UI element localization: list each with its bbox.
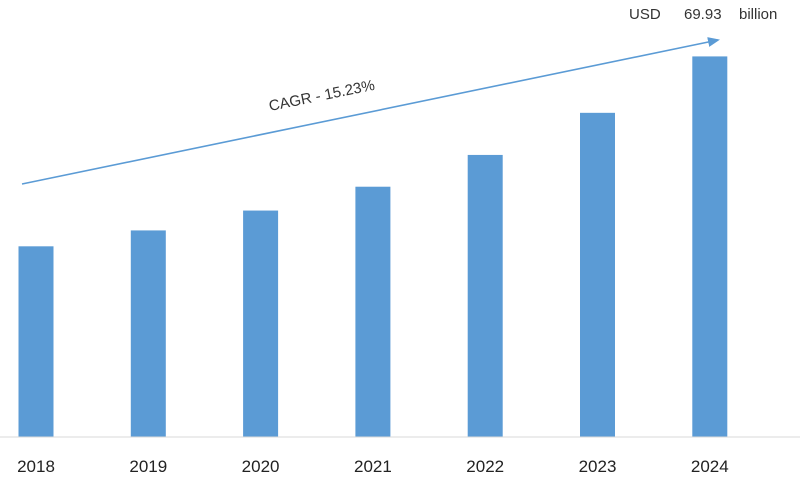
bar-2019 <box>130 230 166 437</box>
bar-2024 <box>692 56 728 438</box>
x-tick-2024: 2024 <box>691 457 729 476</box>
bar-2023 <box>580 112 615 438</box>
x-tick-2023: 2023 <box>579 457 617 476</box>
value-suffix-label: billion <box>739 6 777 23</box>
bar-2020 <box>243 210 279 437</box>
x-tick-2019: 2019 <box>129 457 167 476</box>
x-tick-2020: 2020 <box>242 457 280 476</box>
bar-2021 <box>355 186 391 437</box>
cagr-label: CAGR - 15.23% <box>267 77 376 115</box>
value-amount-label: 69.93 <box>684 6 722 23</box>
x-tick-2022: 2022 <box>466 457 504 476</box>
bars-group <box>18 56 728 438</box>
cagr-arrow <box>21 37 720 185</box>
bar-2022 <box>467 154 503 437</box>
bar-2018 <box>18 246 54 437</box>
x-tick-2021: 2021 <box>354 457 392 476</box>
x-tick-2018: 2018 <box>17 457 55 476</box>
usd-label: USD <box>629 6 661 23</box>
x-tick-labels: 2018 2019 2020 2021 2022 2023 2024 <box>17 457 729 476</box>
